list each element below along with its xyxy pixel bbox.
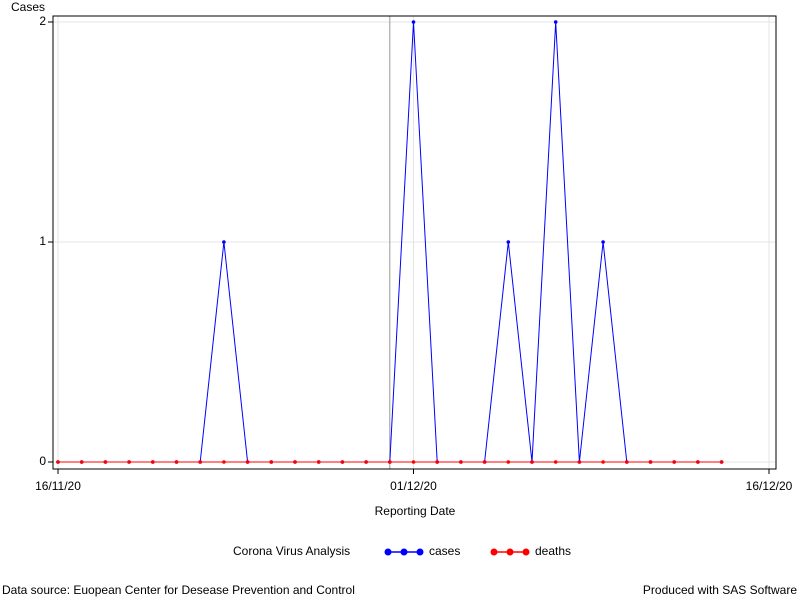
data-point xyxy=(601,240,605,244)
data-point xyxy=(411,20,416,24)
y-tick-label: 1 xyxy=(39,234,46,248)
legend-label: cases xyxy=(429,544,460,558)
x-tick-label: 16/12/20 xyxy=(746,479,793,493)
legend-marker xyxy=(490,548,498,556)
data-point xyxy=(459,460,463,464)
footnote-right: Produced with SAS Software xyxy=(643,583,797,597)
data-point xyxy=(601,460,605,464)
data-point xyxy=(79,460,84,464)
legend-marker xyxy=(416,548,424,556)
data-point xyxy=(482,460,487,464)
data-point xyxy=(719,460,724,464)
x-axis-label: Reporting Date xyxy=(374,504,456,518)
data-point xyxy=(56,460,60,464)
data-point xyxy=(245,460,250,464)
y-axis-label: Cases xyxy=(11,0,45,14)
data-point xyxy=(435,460,440,464)
x-tick-label: 16/11/20 xyxy=(35,479,81,493)
data-point xyxy=(388,460,392,464)
data-point xyxy=(151,460,155,464)
x-tick-label: 01/12/20 xyxy=(390,479,437,493)
legend-marker xyxy=(506,548,514,556)
data-point xyxy=(672,460,676,464)
data-point xyxy=(222,240,226,244)
legend-marker xyxy=(522,548,530,556)
data-point xyxy=(364,460,368,464)
data-point xyxy=(553,20,558,24)
legend-title: Corona Virus Analysis xyxy=(233,544,350,558)
data-point xyxy=(553,460,558,464)
legend-marker xyxy=(384,548,392,556)
footnote-left: Data source: Euopean Center for Desease … xyxy=(2,583,355,597)
data-point xyxy=(506,460,511,464)
legend-label: deaths xyxy=(535,544,571,558)
data-point xyxy=(198,460,202,464)
data-point xyxy=(222,460,226,464)
data-point xyxy=(648,460,653,464)
data-point xyxy=(506,240,511,244)
data-point xyxy=(530,460,534,464)
data-point xyxy=(174,460,179,464)
data-point xyxy=(696,460,700,464)
data-point xyxy=(411,460,416,464)
y-tick-label: 0 xyxy=(39,454,46,468)
y-tick-label: 2 xyxy=(39,14,46,28)
data-point xyxy=(269,460,274,464)
data-point xyxy=(577,460,582,464)
legend-marker xyxy=(400,548,408,556)
data-point xyxy=(127,460,131,464)
data-point xyxy=(625,460,629,464)
data-point xyxy=(316,460,321,464)
data-point xyxy=(103,460,108,464)
data-point xyxy=(293,460,297,464)
data-point xyxy=(340,460,345,464)
